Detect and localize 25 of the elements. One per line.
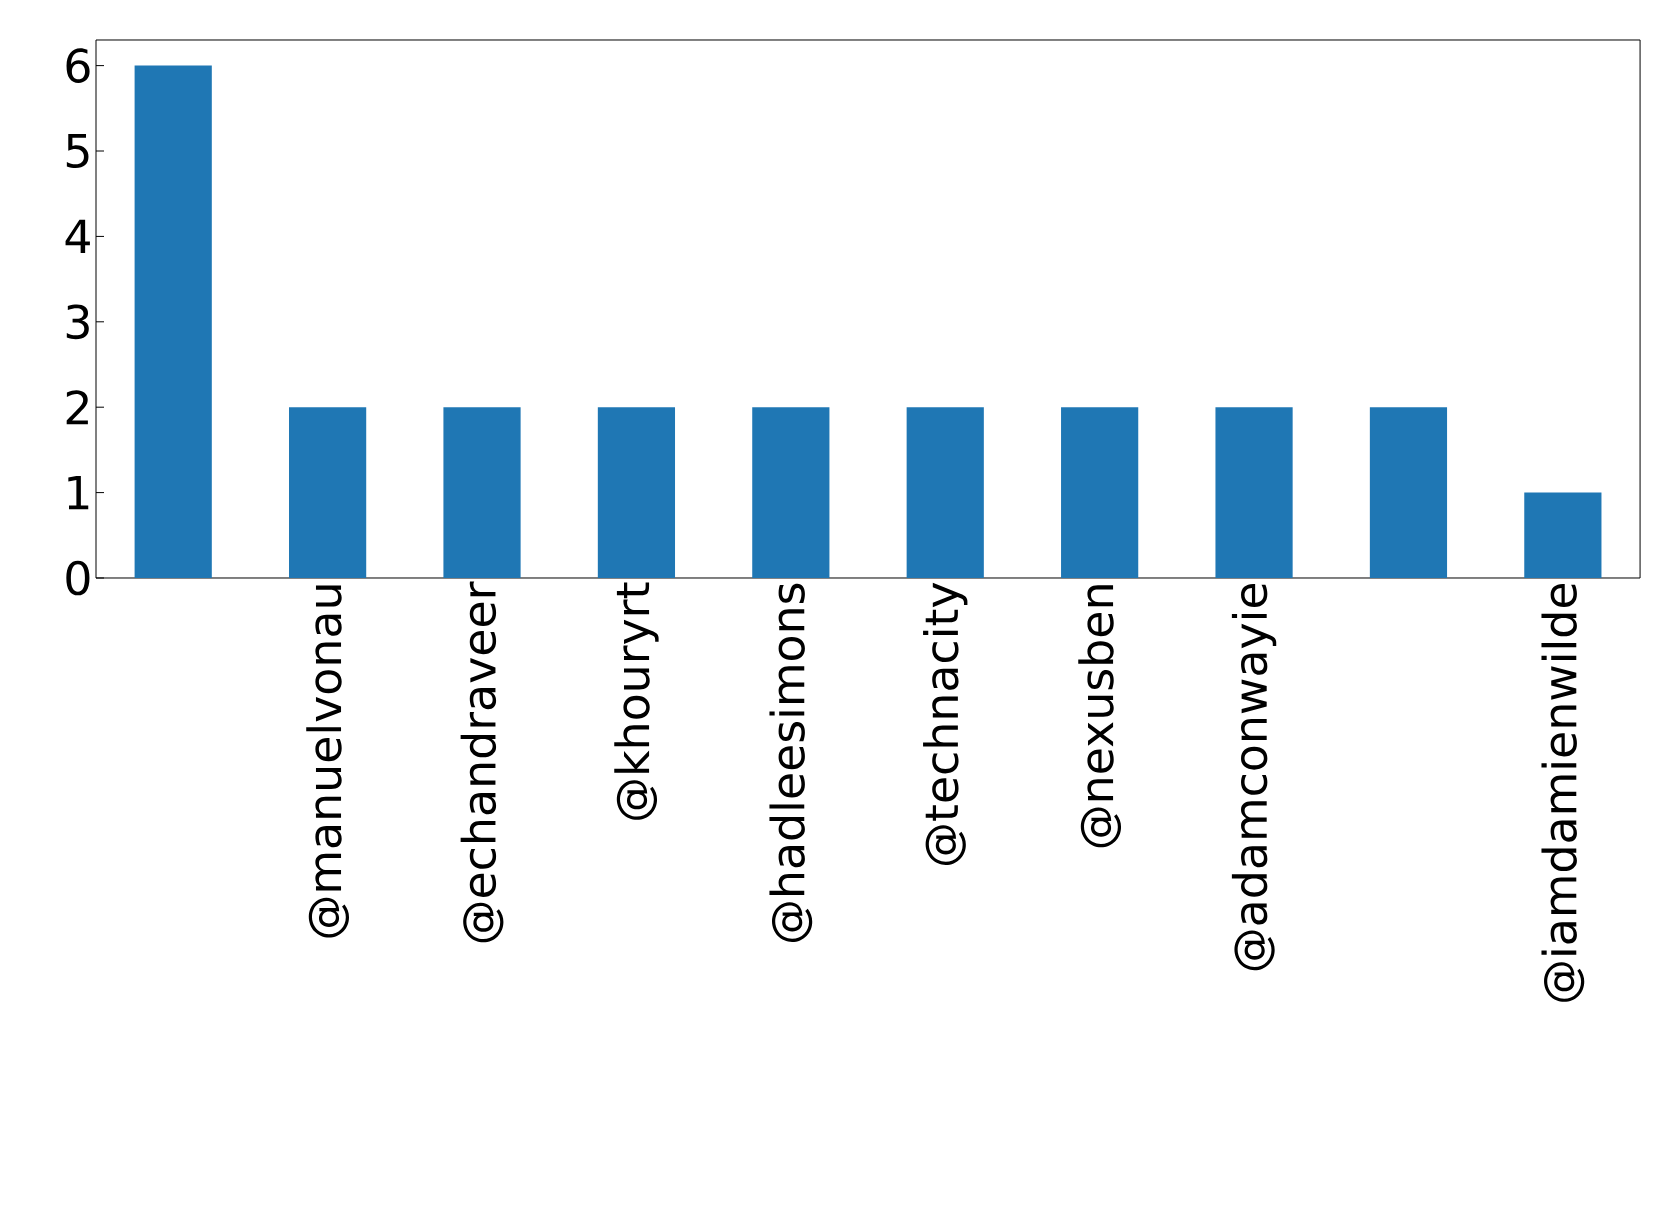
x-tick-label: @technacity bbox=[923, 582, 968, 865]
bar bbox=[752, 407, 830, 578]
bar bbox=[1524, 492, 1602, 578]
y-tick-label: 3 bbox=[66, 304, 89, 340]
x-tick-label: @iamdamienwilde bbox=[1541, 583, 1585, 1002]
x-tick-label: @hadleesimons bbox=[769, 583, 813, 942]
x-tick-label: @khouryrt bbox=[614, 582, 659, 820]
x-tick-label: @manuelvonau bbox=[306, 585, 350, 938]
bar bbox=[1215, 407, 1293, 578]
y-tick-label: 5 bbox=[66, 133, 89, 169]
y-tick-label: 2 bbox=[66, 390, 88, 425]
x-tick-label: @adamconwayie bbox=[1231, 583, 1277, 971]
bar bbox=[289, 407, 367, 578]
bar bbox=[597, 407, 676, 578]
y-tick-label: 1 bbox=[68, 475, 89, 510]
x-tick-label: @echandraveer bbox=[460, 581, 504, 943]
bar bbox=[1061, 407, 1139, 578]
y-tick-label: 0 bbox=[66, 560, 90, 596]
bar bbox=[443, 407, 521, 578]
bar bbox=[1369, 407, 1448, 578]
bar bbox=[906, 407, 984, 578]
y-tick-label: 4 bbox=[65, 219, 90, 254]
y-tick-label: 6 bbox=[66, 48, 90, 83]
x-tick-label: @nexusben bbox=[1078, 585, 1122, 848]
bar bbox=[134, 65, 212, 578]
